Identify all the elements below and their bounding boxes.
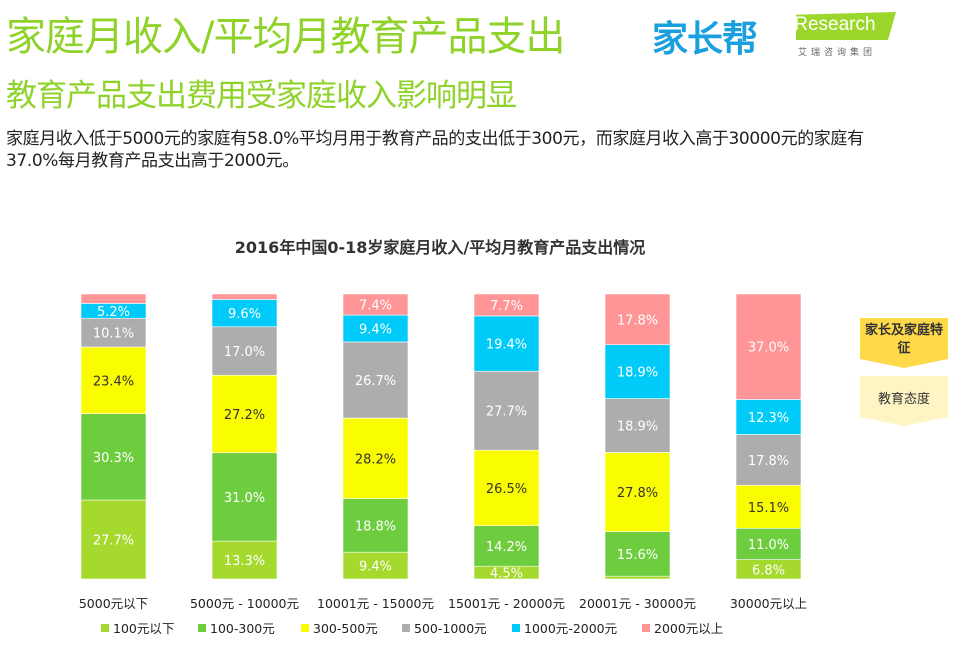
bar-segment — [342, 314, 409, 343]
legend-label: 1000元-2000元 — [524, 621, 617, 636]
tag-education-attitude[interactable]: 教育态度 — [860, 376, 948, 426]
data-label: 27.7% — [93, 534, 134, 549]
legend-swatch — [301, 624, 309, 632]
bar-segment — [80, 293, 147, 304]
iresearch-logo: iResearch 艾瑞咨询集团 — [790, 12, 910, 62]
bar-segment — [735, 399, 802, 435]
bar-segment — [342, 341, 409, 419]
bar-segment — [211, 299, 278, 328]
brand-logo: 家长帮 — [652, 19, 758, 60]
bar-segment — [342, 417, 409, 499]
bar-segment — [342, 551, 409, 580]
bar-segment — [342, 293, 409, 316]
data-label: 13.3% — [224, 554, 265, 569]
data-label: 17.0% — [224, 345, 265, 360]
data-label: 26.5% — [486, 482, 527, 497]
category-label: 10001元 - 15000元 — [317, 596, 434, 611]
data-label: 23.4% — [93, 374, 134, 389]
bar-segment — [80, 499, 147, 580]
data-label: 4.5% — [490, 567, 523, 582]
page-subtitle: 教育产品支出费用受家庭收入影响明显 — [6, 78, 517, 114]
data-label: 9.4% — [359, 323, 392, 338]
data-label: 5.2% — [97, 305, 130, 320]
data-label: 30.3% — [93, 451, 134, 466]
data-label: 9.6% — [228, 307, 261, 322]
bar-segment — [604, 575, 671, 580]
bar-segment — [735, 527, 802, 560]
legend-swatch — [512, 624, 520, 632]
data-label: 37.0% — [748, 341, 789, 356]
data-label: 9.4% — [359, 560, 392, 575]
bar-segment — [342, 498, 409, 553]
data-label: 19.4% — [486, 338, 527, 353]
legend-label: 100-300元 — [210, 621, 275, 636]
bar-segment — [735, 484, 802, 529]
category-label: 15001元 - 20000元 — [448, 596, 565, 611]
bar-segment — [211, 326, 278, 376]
data-label: 12.3% — [748, 411, 789, 426]
bar-segment — [604, 398, 671, 453]
bar-segment — [735, 293, 802, 400]
legend-swatch — [101, 624, 109, 632]
bar-segment — [473, 525, 540, 567]
description: 家庭月收入低于5000元的家庭有58.0%平均月用于教育产品的支出低于300元，… — [6, 129, 864, 171]
legend-label: 2000元以上 — [654, 621, 723, 636]
bar-segment — [604, 344, 671, 399]
data-label: 15.6% — [617, 548, 658, 563]
category-label: 30000元以上 — [730, 596, 807, 611]
category-label: 20001元 - 30000元 — [579, 596, 696, 611]
bar-segment — [80, 346, 147, 415]
bar-segment — [211, 452, 278, 542]
data-label: 17.8% — [748, 454, 789, 469]
bar-segment — [473, 370, 540, 451]
bar-segment — [211, 540, 278, 580]
data-label: 14.2% — [486, 540, 527, 555]
data-label: 10.1% — [93, 327, 134, 342]
bar-segment — [473, 449, 540, 527]
bar-segment — [211, 374, 278, 454]
bar-segment — [80, 413, 147, 501]
data-label: 28.2% — [355, 452, 396, 467]
chart-title: 2016年中国0-18岁家庭月收入/平均月教育产品支出情况 — [235, 238, 645, 257]
data-label: 15.1% — [748, 501, 789, 516]
data-label: 18.8% — [355, 519, 396, 534]
data-label: 7.7% — [490, 299, 523, 314]
category-label: 5000元 - 10000元 — [190, 596, 299, 611]
category-label: 5000元以下 — [79, 596, 148, 611]
bar-segment — [604, 531, 671, 577]
page-title: 家庭月收入/平均月教育产品支出 — [6, 14, 565, 60]
data-label: 31.0% — [224, 491, 265, 506]
legend-swatch — [402, 624, 410, 632]
data-label: 7.4% — [359, 299, 392, 314]
data-label: 17.8% — [617, 313, 658, 328]
bar-segment — [80, 317, 147, 348]
tag-parent-family[interactable]: 家长及家庭特征 — [860, 318, 948, 368]
data-label: 27.7% — [486, 405, 527, 420]
data-label: 18.9% — [617, 420, 658, 435]
data-label: 18.9% — [617, 366, 658, 381]
bar-segment — [735, 434, 802, 486]
bar-segment — [604, 293, 671, 346]
bar-segment — [473, 293, 540, 317]
bar-segment — [211, 293, 278, 300]
data-label: 26.7% — [355, 374, 396, 389]
iresearch-logo-text: iResearch — [790, 14, 876, 35]
data-label: 27.8% — [617, 486, 658, 501]
legend-label: 300-500元 — [313, 621, 378, 636]
data-label: 27.2% — [224, 408, 265, 423]
legend-swatch — [198, 624, 206, 632]
legend-swatch — [642, 624, 650, 632]
iresearch-logo-sub: 艾瑞咨询集团 — [798, 48, 877, 58]
bar-segment — [473, 315, 540, 372]
bar-segment — [604, 452, 671, 532]
legend-label: 100元以下 — [113, 621, 174, 636]
data-label: 11.0% — [748, 538, 789, 553]
legend-label: 500-1000元 — [414, 621, 487, 636]
data-label: 6.8% — [752, 563, 785, 578]
